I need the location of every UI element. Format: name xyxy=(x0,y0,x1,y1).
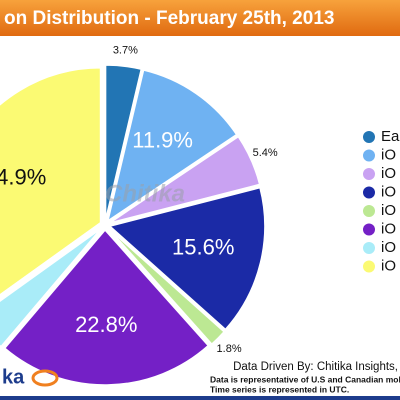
pie-slice xyxy=(106,69,238,223)
legend-label: iO xyxy=(381,257,396,274)
data-label: 34.9% xyxy=(0,165,46,190)
pie-slice xyxy=(0,227,102,348)
pie-slice xyxy=(109,135,261,224)
note: Data is representative of U.S and Canadi… xyxy=(210,374,400,384)
legend-label: iO xyxy=(381,146,396,163)
data-label: 11.9% xyxy=(132,128,193,153)
legend-marker xyxy=(363,168,375,180)
pie-slice xyxy=(104,64,143,221)
legend-marker xyxy=(363,186,375,199)
legend-marker xyxy=(363,131,375,143)
logo: ka xyxy=(2,366,25,388)
data-label: 22.8% xyxy=(75,312,137,337)
legend-label: iO xyxy=(381,202,396,219)
data-label: 15.6% xyxy=(172,235,234,260)
source: Data Driven By: Chitika Insights, xyxy=(233,361,398,373)
legend-marker xyxy=(363,260,375,273)
data-label: 3.7% xyxy=(113,45,138,57)
legend-label: iO xyxy=(381,239,396,256)
data-label: 1.8% xyxy=(217,343,242,355)
legend-marker xyxy=(363,223,375,236)
legend-label: Ea xyxy=(381,128,400,145)
pie: 3.7% 11.9% 5.4% 15.6% 1.8% 22.8% 34.9% xyxy=(0,45,278,386)
pie-slice xyxy=(108,186,266,331)
footer-bar xyxy=(0,396,400,400)
legend-label: iO xyxy=(381,183,396,200)
legend-label: iO xyxy=(381,220,396,237)
watermark: Chitika xyxy=(105,180,185,207)
legend-marker xyxy=(363,149,375,162)
data-label: 5.4% xyxy=(253,147,278,159)
pie-slice xyxy=(0,66,102,296)
legend-marker xyxy=(363,242,375,254)
pie-slice xyxy=(3,228,210,386)
logo-swoosh xyxy=(31,369,59,387)
title-bar xyxy=(0,0,400,36)
legend-label: iO xyxy=(381,165,396,182)
note: Time series is represented in UTC. xyxy=(210,384,349,394)
pie-slice xyxy=(107,227,226,346)
chart-title: on Distribution - February 25th, 2013 xyxy=(4,8,334,29)
legend-marker xyxy=(363,205,375,217)
